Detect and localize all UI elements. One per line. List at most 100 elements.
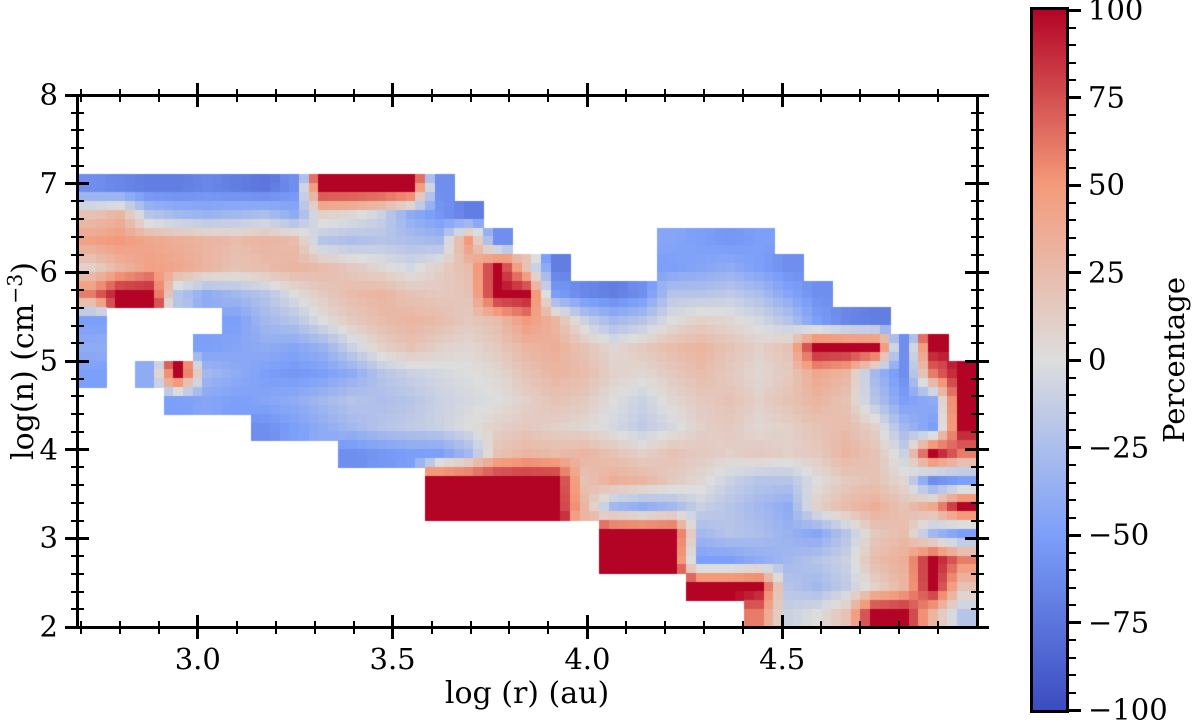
colorbar-minor-tick (1062, 551, 1076, 554)
y-minor-tick (70, 466, 84, 469)
y-minor-tick (970, 164, 984, 167)
y-major-tick (65, 270, 89, 274)
colorbar-minor-tick (1062, 499, 1076, 501)
colorbar-minor-tick (1062, 26, 1076, 29)
colorbar-minor-tick (1062, 201, 1076, 204)
y-tick-label: 7 (39, 166, 58, 201)
colorbar-minor-tick (1062, 131, 1076, 134)
y-tick-label: 8 (39, 77, 58, 112)
x-minor-tick (703, 88, 706, 102)
x-major-tick (196, 83, 200, 107)
x-minor-tick (274, 88, 277, 102)
x-major-tick (391, 83, 395, 107)
y-minor-tick (970, 466, 984, 469)
x-major-tick (780, 83, 784, 107)
colorbar-tick-label: 75 (1088, 80, 1125, 114)
colorbar-tick-label: 50 (1088, 167, 1125, 202)
x-minor-tick (820, 620, 823, 634)
x-minor-tick (547, 620, 550, 634)
colorbar-minor-tick (1062, 289, 1076, 291)
y-minor-tick (70, 129, 84, 132)
y-minor-tick (70, 147, 84, 150)
colorbar-minor-tick (1062, 306, 1076, 309)
y-minor-tick (70, 608, 84, 611)
y-major-tick (965, 448, 989, 452)
x-minor-tick (547, 88, 550, 102)
x-minor-tick (508, 88, 511, 102)
colorbar-minor-tick (1062, 691, 1076, 694)
y-major-tick (65, 536, 89, 540)
y-minor-tick (970, 147, 984, 150)
y-minor-tick (70, 377, 84, 380)
colorbar-tick-label: −50 (1088, 517, 1150, 552)
x-minor-tick (937, 88, 940, 102)
x-tick-label: 3.5 (369, 642, 416, 676)
y-minor-tick (970, 289, 984, 292)
x-minor-tick (235, 620, 238, 634)
colorbar-tick-label: −100 (1088, 692, 1168, 723)
colorbar-minor-tick (1062, 481, 1076, 484)
colorbar-minor-tick (1062, 79, 1076, 81)
colorbar-minor-tick (1062, 516, 1076, 519)
colorbar-minor-tick (1062, 639, 1076, 641)
y-minor-tick (70, 590, 84, 593)
colorbar-minor-tick (1062, 149, 1076, 151)
x-minor-tick (859, 88, 862, 102)
y-minor-tick (970, 129, 984, 132)
y-minor-tick (970, 111, 984, 114)
y-tick-label: 6 (39, 254, 58, 289)
y-minor-tick (70, 253, 84, 256)
colorbar-minor-tick (1062, 586, 1076, 589)
colorbar-major-tick (1057, 96, 1081, 99)
y-minor-tick (970, 377, 984, 380)
y-major-tick (65, 448, 89, 452)
x-tick-label: 4.5 (759, 642, 806, 676)
x-axis-label: log (r) (au) (444, 676, 610, 711)
y-minor-tick (70, 289, 84, 292)
y-minor-tick (970, 572, 984, 575)
y-minor-tick (970, 200, 984, 203)
x-minor-tick (469, 620, 472, 634)
y-major-tick (65, 359, 89, 363)
y-minor-tick (970, 519, 984, 522)
colorbar-minor-tick (1062, 254, 1076, 256)
y-major-tick (965, 359, 989, 363)
colorbar-major-tick (1057, 708, 1081, 712)
y-minor-tick (70, 572, 84, 575)
x-minor-tick (625, 620, 628, 634)
y-minor-tick (970, 608, 984, 611)
y-tick-label: 4 (39, 432, 58, 467)
x-minor-tick (352, 620, 355, 634)
x-minor-tick (118, 88, 121, 102)
y-major-tick (965, 270, 989, 274)
colorbar-major-tick (1057, 8, 1081, 12)
x-tick-label: 4.0 (564, 642, 611, 676)
y-minor-tick (70, 306, 84, 309)
colorbar-tick-label: 100 (1088, 0, 1144, 27)
y-major-tick (965, 182, 989, 186)
bottom-spine (75, 625, 979, 629)
y-minor-tick (970, 218, 984, 221)
y-major-tick (965, 536, 989, 540)
top-spine (75, 93, 979, 97)
y-minor-tick (970, 413, 984, 416)
y-minor-tick (970, 484, 984, 487)
colorbar-tick-label: −25 (1088, 430, 1150, 464)
x-major-tick (196, 615, 200, 639)
colorbar-major-tick (1057, 621, 1081, 624)
x-minor-tick (898, 620, 901, 634)
y-minor-tick (70, 200, 84, 203)
y-minor-tick (70, 342, 84, 345)
y-minor-tick (70, 235, 84, 238)
x-major-tick (585, 83, 589, 107)
x-tick-label: 3.0 (174, 642, 221, 676)
colorbar-minor-tick (1062, 464, 1076, 466)
x-minor-tick (118, 620, 121, 634)
y-minor-tick (970, 555, 984, 558)
colorbar-minor-tick (1062, 656, 1076, 659)
x-minor-tick (313, 88, 316, 102)
x-minor-tick (859, 620, 862, 634)
colorbar-minor-tick (1062, 604, 1076, 606)
colorbar-tick-label: −75 (1088, 605, 1150, 639)
